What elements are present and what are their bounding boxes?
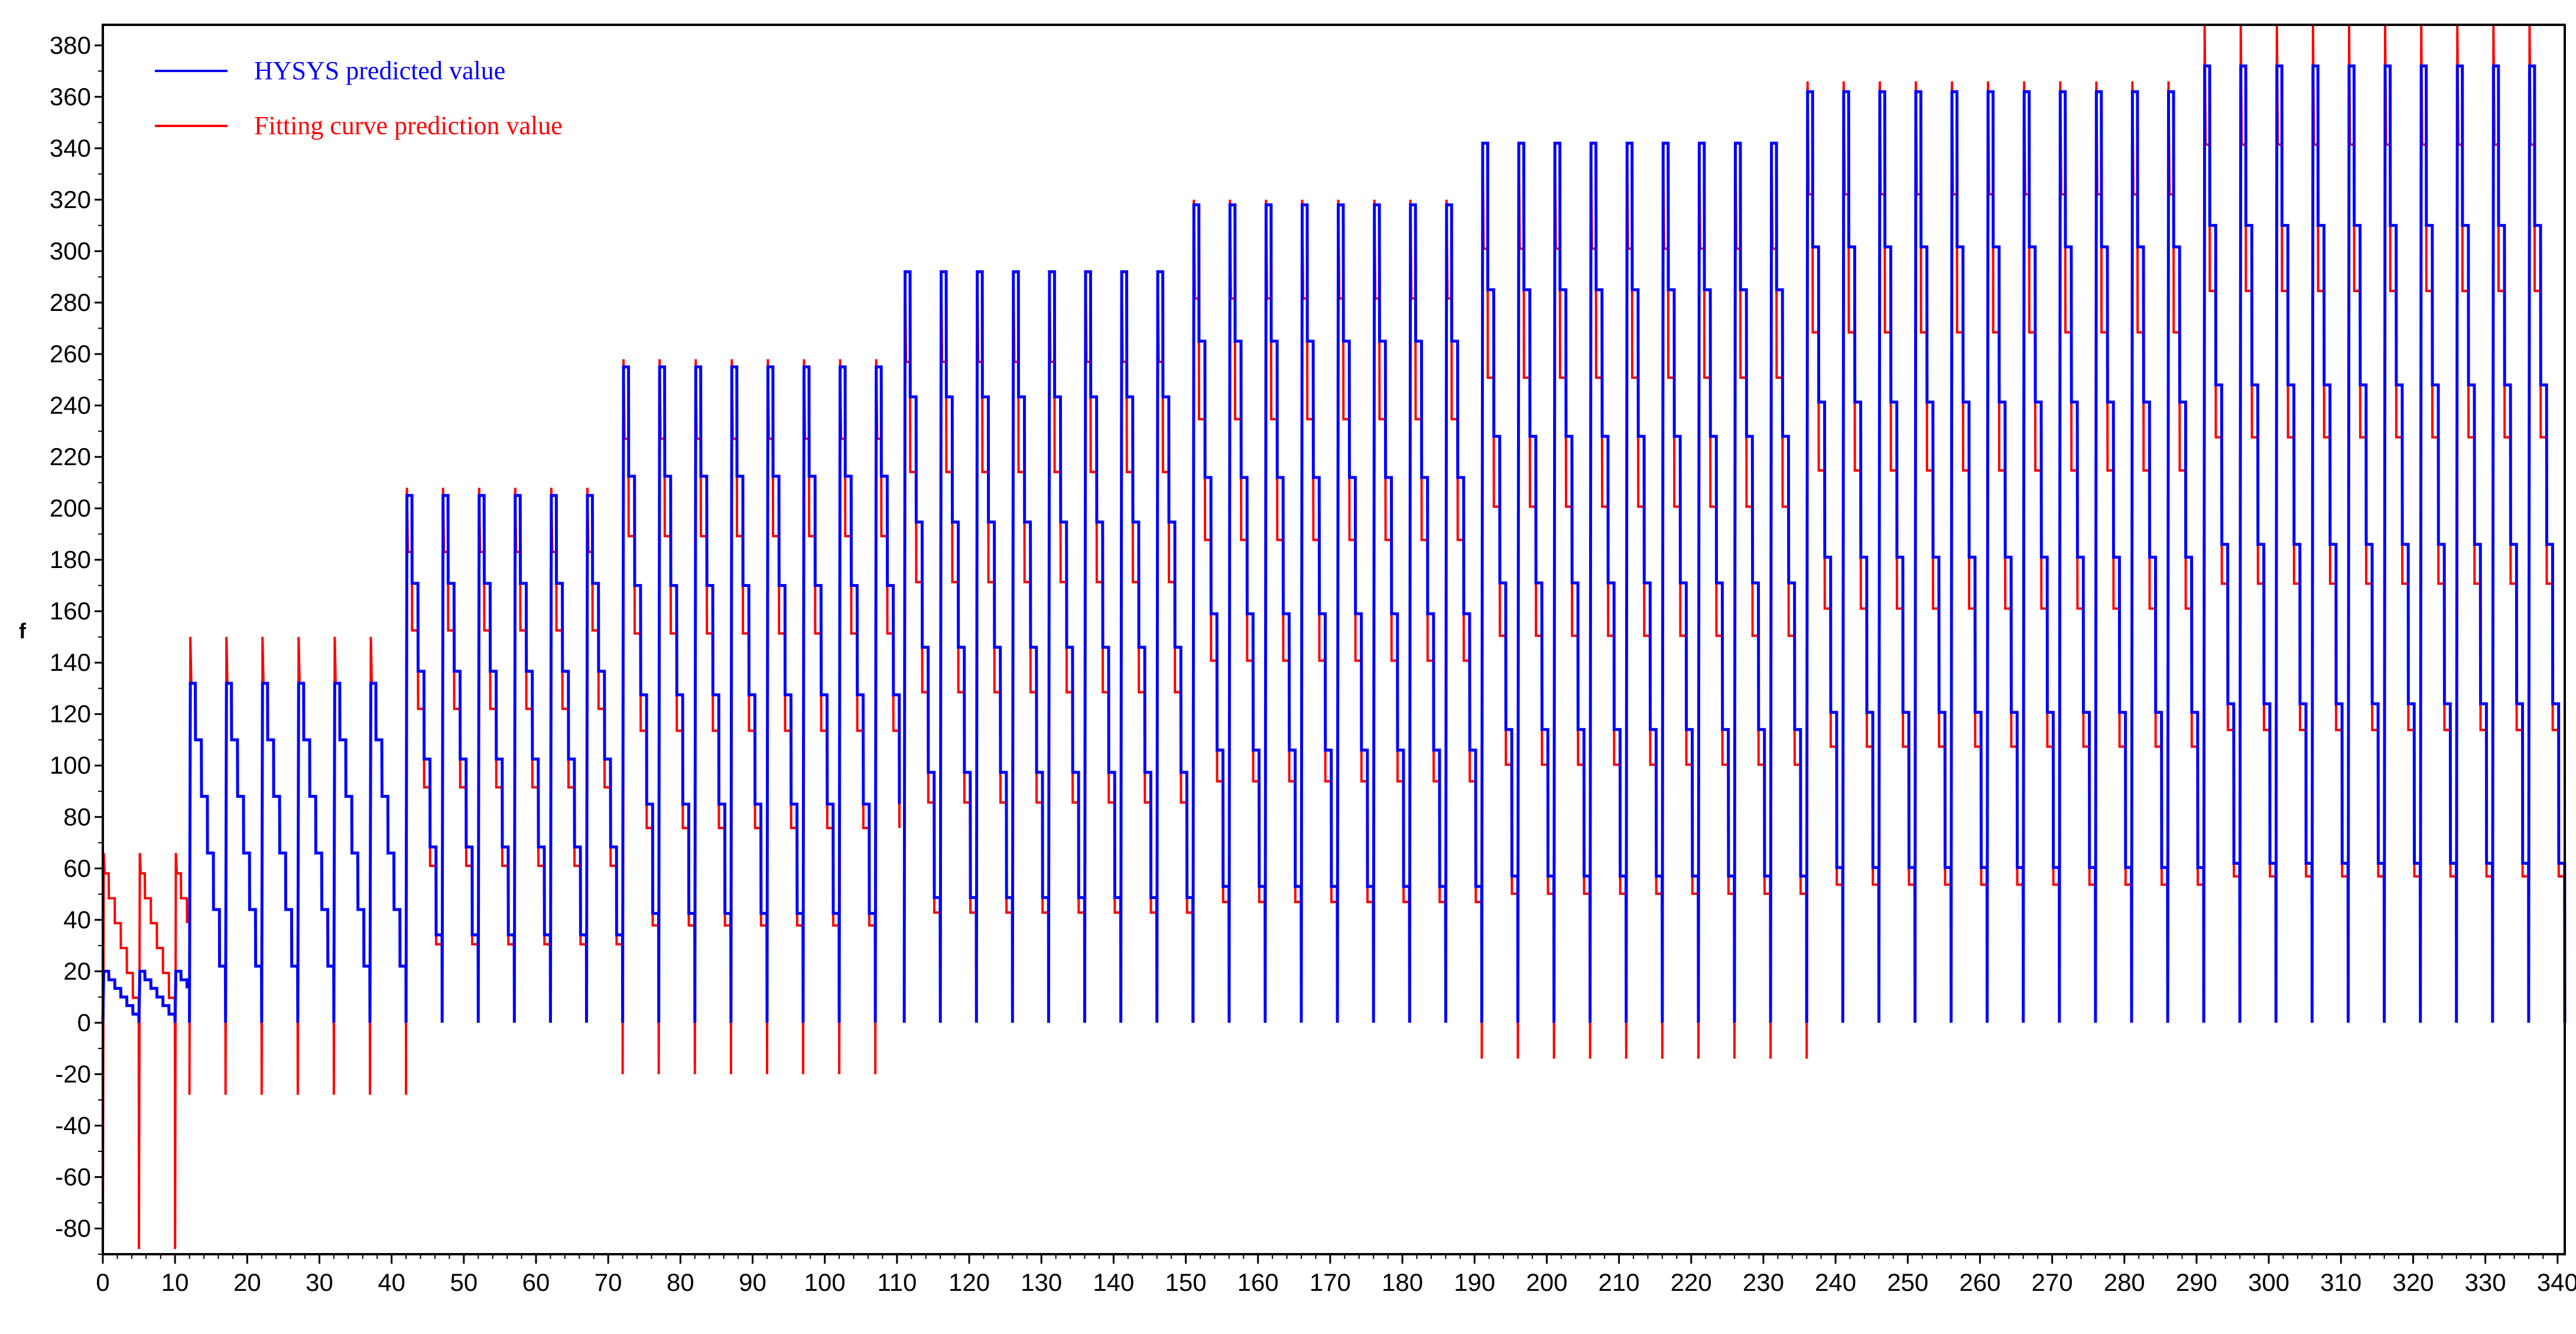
x-tick-label: 100 xyxy=(804,1268,846,1296)
series-line-segment xyxy=(1805,90,2205,1023)
x-tick-label: 240 xyxy=(1815,1268,1856,1296)
series-line-segment xyxy=(621,365,901,1023)
series-line-segment xyxy=(1191,203,1483,1023)
x-tick-label: 270 xyxy=(2032,1268,2073,1296)
y-tick-label: 360 xyxy=(50,83,91,111)
y-tick-label: 100 xyxy=(50,751,91,779)
x-tick-label: 0 xyxy=(96,1268,109,1296)
y-tick-label: 220 xyxy=(50,443,91,470)
x-tick-label: 300 xyxy=(2248,1268,2289,1296)
x-tick-label: 140 xyxy=(1093,1268,1134,1296)
x-tick-label: 160 xyxy=(1237,1268,1279,1296)
x-tick-label: 190 xyxy=(1454,1268,1495,1296)
y-tick-label: -40 xyxy=(55,1111,91,1139)
x-tick-label: 40 xyxy=(378,1268,405,1296)
y-tick-label: 80 xyxy=(63,803,91,830)
y-axis: -80 -60 -40 -20 0 20 40 60 80 100 120 140 160 180 200 2… xyxy=(50,31,103,1255)
y-tick-label: 60 xyxy=(63,854,91,882)
x-tick-label: 110 xyxy=(877,1268,917,1296)
x-tick-label: 150 xyxy=(1165,1268,1207,1296)
x-tick-label: 230 xyxy=(1743,1268,1784,1296)
y-axis-title: f xyxy=(19,619,27,643)
y-tick-label: -80 xyxy=(55,1214,91,1242)
x-tick-label: 310 xyxy=(2320,1268,2361,1296)
legend-label-fitting: Fitting curve prediction value xyxy=(254,111,563,140)
series-line-segment xyxy=(101,969,189,1023)
series-layer xyxy=(101,24,2567,1249)
series-line-segment xyxy=(102,853,189,1249)
x-tick-label: 260 xyxy=(1959,1268,2000,1296)
y-tick-label: 200 xyxy=(50,494,91,522)
series-line-segment xyxy=(188,637,408,1095)
x-tick-label: 60 xyxy=(522,1268,550,1296)
x-tick-label: 30 xyxy=(306,1268,333,1296)
y-tick-label: 380 xyxy=(50,31,91,59)
x-tick-label: 10 xyxy=(161,1268,189,1296)
y-tick-label: 0 xyxy=(77,1008,91,1036)
x-tick-label: 330 xyxy=(2465,1268,2506,1296)
y-tick-label: 20 xyxy=(63,957,91,985)
legend: HYSYS predicted value Fitting curve pred… xyxy=(155,56,563,140)
x-tick-label: 20 xyxy=(233,1268,261,1296)
y-tick-label: 320 xyxy=(50,186,91,213)
x-tick-label: 250 xyxy=(1887,1268,1928,1296)
y-tick-label: -20 xyxy=(55,1060,91,1088)
x-tick-label: 120 xyxy=(948,1268,990,1296)
x-tick-label: 210 xyxy=(1599,1268,1640,1296)
y-tick-label: 140 xyxy=(50,648,91,676)
y-tick-label: 180 xyxy=(50,546,91,573)
x-axis: 0 10 20 30 40 50 60 70 80 90 100 110 120 130 140 150 160… xyxy=(96,1254,2576,1296)
x-tick-label: 90 xyxy=(739,1268,766,1296)
series-line-segment xyxy=(188,681,408,1023)
y-tick-label: 160 xyxy=(50,597,91,625)
x-tick-label: 280 xyxy=(2104,1268,2145,1296)
x-tick-label: 50 xyxy=(450,1268,477,1296)
plot-frame xyxy=(102,24,2566,1255)
x-tick-label: 180 xyxy=(1382,1268,1423,1296)
series-line-segment xyxy=(404,494,625,1023)
x-tick-label: 340 xyxy=(2537,1268,2576,1296)
series-hysys xyxy=(101,64,2567,1023)
y-tick-label: -60 xyxy=(55,1163,91,1190)
y-tick-label: 260 xyxy=(50,340,91,368)
x-tick-label: 320 xyxy=(2392,1268,2434,1296)
y-tick-label: 300 xyxy=(50,237,91,265)
x-tick-label: 170 xyxy=(1310,1268,1351,1296)
x-tick-label: 290 xyxy=(2176,1268,2217,1296)
series-line-segment xyxy=(2202,64,2567,1023)
x-tick-label: 70 xyxy=(595,1268,622,1296)
y-tick-label: 120 xyxy=(50,700,91,728)
y-tick-label: 40 xyxy=(63,905,91,933)
series-line-segment xyxy=(621,359,901,1075)
series-line-segment xyxy=(902,270,1195,1023)
x-tick-label: 130 xyxy=(1021,1268,1062,1296)
x-tick-label: 80 xyxy=(667,1268,694,1296)
x-tick-label: 200 xyxy=(1526,1268,1567,1296)
y-tick-label: 280 xyxy=(50,288,91,316)
series-line-segment xyxy=(1480,141,1808,1023)
y-tick-label: 340 xyxy=(50,134,91,162)
x-tick-label: 220 xyxy=(1671,1268,1712,1296)
legend-label-hysys: HYSYS predicted value xyxy=(254,56,505,85)
y-tick-label: 240 xyxy=(50,391,91,419)
